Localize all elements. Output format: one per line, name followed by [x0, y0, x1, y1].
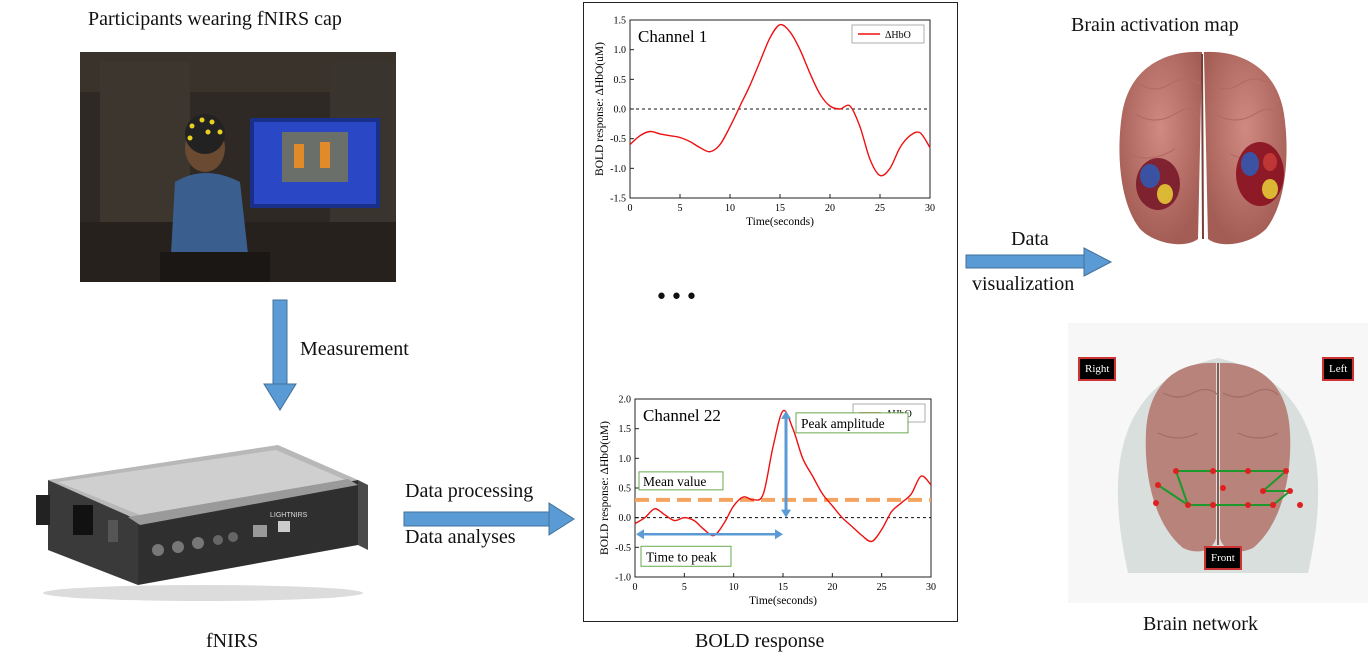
x-tick-label: 10 [729, 582, 739, 593]
visualization-label: visualization [972, 273, 1075, 295]
brain-activation-map-label: Brain activation map [1071, 14, 1239, 36]
ttp-arrow-head-left [636, 529, 644, 540]
chart-title: Channel 22 [643, 406, 721, 425]
visualization-arrow [965, 247, 1113, 277]
measurement-label: Measurement [300, 338, 409, 360]
device-brand-text: LIGHTNIRS [270, 512, 308, 519]
x-tick-label: 15 [778, 582, 788, 593]
x-tick-label: 0 [633, 582, 638, 593]
ellipsis: ••• [655, 285, 700, 310]
right-tag: Right [1078, 357, 1117, 381]
y-tick-label: 1.0 [619, 454, 632, 465]
x-tick-label: 20 [827, 582, 837, 593]
x-tick-label: 0 [628, 203, 633, 214]
y-tick-label: -0.5 [610, 134, 626, 145]
x-axis-label: Time(seconds) [746, 216, 814, 228]
time-to-peak-box [640, 545, 732, 567]
y-tick-label: 1.0 [614, 45, 627, 56]
participant-photo [80, 52, 396, 282]
brain-activation-map-image [1110, 44, 1295, 254]
mean-value-box [638, 471, 724, 491]
brain-network-panel: Right Left Front [1068, 323, 1368, 603]
y-tick-label: 0.5 [614, 75, 627, 86]
x-tick-label: 15 [775, 203, 785, 214]
legend-box [851, 24, 925, 44]
y-tick-label: -1.5 [610, 194, 626, 205]
time-to-peak-annotation: Time to peak [646, 549, 717, 564]
bold-response-label: BOLD response [695, 630, 825, 652]
chart-title: Channel 1 [638, 27, 707, 46]
x-tick-label: 20 [825, 203, 835, 214]
hbo-series-line [629, 23, 931, 177]
x-tick-label: 30 [925, 203, 935, 214]
bold-response-panel [583, 2, 958, 622]
front-tag: Front [1204, 546, 1242, 570]
left-tag: Left [1322, 357, 1355, 381]
y-axis-label: BOLD response: ΔHbO(uM) [599, 421, 611, 555]
measurement-arrow [263, 299, 297, 411]
hbo-series-line [634, 409, 932, 543]
y-tick-label: 0.0 [619, 513, 632, 524]
x-tick-label: 10 [725, 203, 735, 214]
y-axis-label: BOLD response: ΔHbO(uM) [594, 42, 606, 176]
fnirs-device-image: LIGHTNIRS [28, 425, 373, 605]
peak-amplitude-box [795, 412, 909, 434]
y-tick-label: 1.5 [614, 16, 627, 27]
y-tick-label: 0.0 [614, 105, 627, 116]
y-tick-label: -1.0 [610, 164, 626, 175]
chart-channel-22: 0 5 10 15 20 25 30 2.0 1.5 1.0 0.5 0.0 -0.5 -1.0 Time(… [599, 395, 936, 608]
x-tick-label: 5 [682, 582, 687, 593]
chart-channel-1: 0 5 10 15 20 25 30 1.5 1.0 0.5 0.0 -0.5 -1.0 -1.5 Time… [594, 16, 935, 229]
ttp-arrow-head-right [775, 529, 783, 540]
x-tick-label: 5 [678, 203, 683, 214]
peak-arrow-head-top [781, 410, 791, 419]
processing-arrow [403, 502, 575, 536]
participants-label: Participants wearing fNIRS cap [88, 8, 342, 30]
data-analyses-label: Data analyses [405, 526, 516, 548]
peak-amplitude-annotation: Peak amplitude [801, 416, 885, 431]
y-tick-label: 2.0 [619, 395, 632, 406]
x-tick-label: 25 [875, 203, 885, 214]
x-tick-label: 30 [926, 582, 936, 593]
y-tick-label: 1.5 [619, 424, 632, 435]
data-label: Data [1011, 228, 1049, 250]
y-tick-label: 0.5 [619, 484, 632, 495]
y-tick-label: -1.0 [615, 573, 631, 584]
legend-label: ΔHbO [885, 30, 911, 41]
x-axis-label: Time(seconds) [749, 595, 817, 607]
brain-network-label: Brain network [1143, 613, 1258, 635]
mean-value-annotation: Mean value [643, 474, 706, 489]
data-processing-label: Data processing [405, 480, 534, 502]
y-tick-label: -0.5 [615, 543, 631, 554]
fnirs-label: fNIRS [206, 630, 259, 652]
x-tick-label: 25 [877, 582, 887, 593]
peak-arrow-head-bottom [781, 509, 791, 518]
